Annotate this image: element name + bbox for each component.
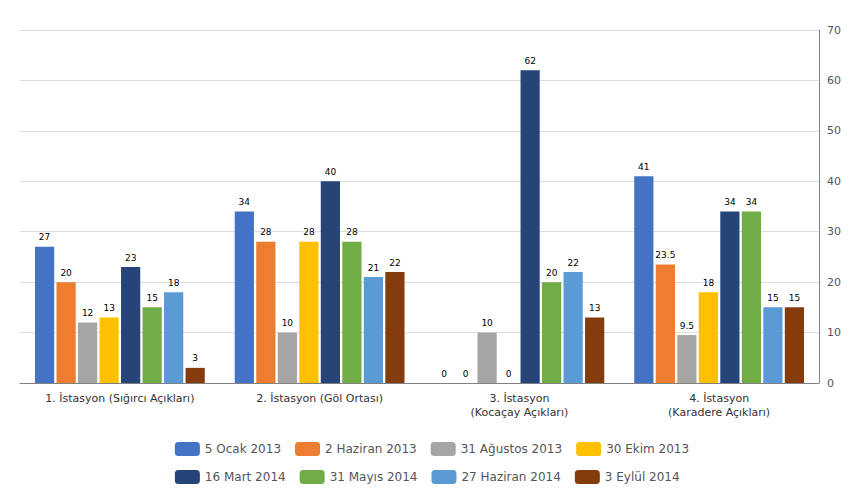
- svg-text:0: 0: [463, 369, 469, 379]
- svg-text:30: 30: [827, 225, 841, 238]
- svg-text:21: 21: [368, 263, 379, 273]
- svg-text:20: 20: [60, 268, 72, 278]
- svg-text:3. İstasyon: 3. İstasyon: [489, 392, 549, 405]
- svg-text:1. İstasyon (Sığırcı Açıkları): 1. İstasyon (Sığırcı Açıkları): [45, 392, 194, 405]
- svg-text:34: 34: [239, 197, 251, 207]
- svg-text:31 Ağustos 2013: 31 Ağustos 2013: [461, 442, 562, 456]
- svg-text:3 Eylül 2014: 3 Eylül 2014: [605, 470, 680, 484]
- svg-text:27 Haziran 2014: 27 Haziran 2014: [461, 470, 560, 484]
- svg-text:3: 3: [192, 353, 198, 363]
- svg-text:0: 0: [827, 377, 834, 390]
- svg-text:15: 15: [146, 293, 157, 303]
- svg-text:(Karadere Açıkları): (Karadere Açıkları): [668, 406, 770, 419]
- svg-text:10: 10: [827, 326, 841, 339]
- svg-text:0: 0: [506, 369, 512, 379]
- svg-text:60: 60: [827, 74, 841, 87]
- svg-text:40: 40: [325, 167, 337, 177]
- svg-text:27: 27: [39, 232, 50, 242]
- svg-text:40: 40: [827, 175, 841, 188]
- svg-text:22: 22: [389, 258, 400, 268]
- svg-text:34: 34: [746, 197, 758, 207]
- svg-text:13: 13: [589, 303, 600, 313]
- svg-text:15: 15: [789, 293, 800, 303]
- svg-text:28: 28: [346, 227, 358, 237]
- svg-text:12: 12: [82, 308, 93, 318]
- svg-text:2 Haziran 2013: 2 Haziran 2013: [325, 442, 417, 456]
- svg-text:22: 22: [567, 258, 578, 268]
- svg-text:50: 50: [827, 124, 841, 137]
- svg-text:10: 10: [481, 318, 493, 328]
- svg-text:62: 62: [524, 56, 535, 66]
- svg-text:70: 70: [827, 24, 841, 37]
- svg-text:28: 28: [303, 227, 315, 237]
- svg-text:(Kocaçay Açıkları): (Kocaçay Açıkları): [471, 406, 569, 419]
- svg-text:5 Ocak 2013: 5 Ocak 2013: [205, 442, 281, 456]
- svg-text:10: 10: [282, 318, 294, 328]
- svg-text:0: 0: [441, 369, 447, 379]
- svg-text:41: 41: [638, 162, 649, 172]
- svg-text:18: 18: [703, 278, 715, 288]
- svg-text:28: 28: [260, 227, 272, 237]
- svg-text:30 Ekim 2013: 30 Ekim 2013: [606, 442, 689, 456]
- svg-text:20: 20: [827, 276, 841, 289]
- svg-text:23.5: 23.5: [655, 250, 675, 260]
- svg-text:9.5: 9.5: [680, 321, 694, 331]
- svg-text:18: 18: [168, 278, 180, 288]
- svg-text:4. İstasyon: 4. İstasyon: [689, 392, 749, 405]
- svg-text:20: 20: [546, 268, 558, 278]
- svg-text:34: 34: [724, 197, 736, 207]
- svg-text:13: 13: [103, 303, 114, 313]
- svg-text:2. İstasyon (Göl Ortası): 2. İstasyon (Göl Ortası): [256, 392, 383, 405]
- svg-text:23: 23: [125, 253, 136, 263]
- svg-text:31 Mayıs 2014: 31 Mayıs 2014: [330, 470, 418, 484]
- svg-text:16 Mart 2014: 16 Mart 2014: [205, 470, 286, 484]
- svg-text:15: 15: [767, 293, 778, 303]
